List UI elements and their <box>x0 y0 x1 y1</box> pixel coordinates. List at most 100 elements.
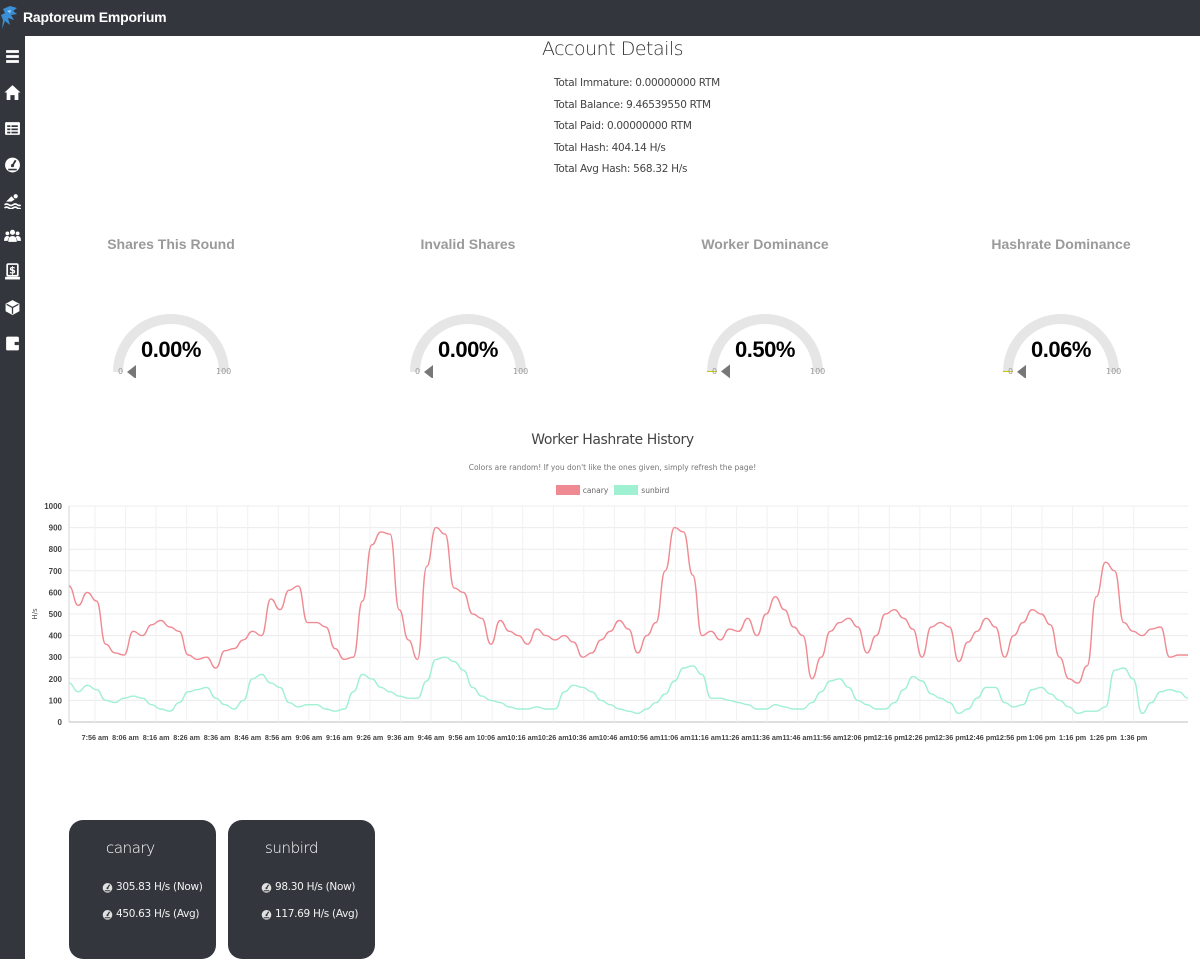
gauge-value: 0.00% <box>141 337 201 362</box>
gauge-value: 0.50% <box>735 337 795 362</box>
users-icon <box>4 229 21 242</box>
worker-hashrate-avg: 117.69 H/s (Avg) <box>261 908 358 920</box>
y-tick-label: 700 <box>49 567 63 576</box>
wallet-icon <box>6 336 19 350</box>
legend-item-sunbird[interactable]: sunbird <box>614 485 669 495</box>
gauge-fill <box>1003 370 1014 372</box>
x-tick-label: 12:46 pm <box>965 733 996 742</box>
y-tick-label: 600 <box>49 588 63 597</box>
gauge-needle <box>127 365 136 378</box>
chart-subtitle: Colors are random! If you don't like the… <box>468 463 757 472</box>
dashboard-icon <box>102 882 113 893</box>
sidebar-item-home[interactable] <box>3 82 22 102</box>
app-title[interactable]: Raptoreum Emporium <box>23 9 167 25</box>
pool-icon <box>4 193 21 209</box>
y-tick-label: 500 <box>49 610 63 619</box>
sidebar-item-pools[interactable] <box>3 190 22 210</box>
gauge-needle <box>721 364 731 378</box>
dashboard-icon <box>102 909 113 920</box>
account-details-title: Account Details <box>541 38 684 60</box>
sidebar-item-miners[interactable] <box>3 225 22 245</box>
chart-legend: canary sunbird <box>25 485 1200 495</box>
gauge-min: 0 <box>712 367 718 376</box>
sidebar-item-menu[interactable] <box>3 46 22 66</box>
gauge-title: Invalid Shares <box>420 236 516 252</box>
legend-swatch-canary <box>555 485 580 495</box>
gauge-dial <box>707 314 823 378</box>
x-tick-label: 10:16 am <box>507 733 538 742</box>
x-tick-label: 8:06 am <box>112 733 139 742</box>
legend-item-canary[interactable]: canary <box>555 485 609 495</box>
y-tick-label: 400 <box>49 632 63 641</box>
x-tick-label: 12:36 pm <box>935 733 966 742</box>
x-tick-label: 9:06 am <box>295 733 322 742</box>
gauge-min: 0 <box>118 367 124 376</box>
sidebar-item-payments[interactable]: $ <box>3 261 22 281</box>
worker-hashrate-now-value: 305.83 H/s (Now) <box>116 881 203 893</box>
gauge-dial <box>410 314 526 378</box>
x-tick-label: 11:46 am <box>782 733 812 742</box>
gauge-min: 0 <box>415 367 421 376</box>
x-tick-label: 10:26 am <box>538 733 569 742</box>
y-tick-label: 200 <box>49 675 63 684</box>
gauge-max: 100 <box>513 367 529 376</box>
x-tick-label: 1:16 pm <box>1059 733 1086 742</box>
y-tick-label: 800 <box>49 545 63 554</box>
x-tick-label: 10:56 am <box>630 733 661 742</box>
sidebar-item-dashboard[interactable] <box>3 154 22 174</box>
worker-hashrate-now: 98.30 H/s (Now) <box>261 881 356 893</box>
gauge-max: 100 <box>216 367 232 376</box>
sidebar-item-blocks[interactable] <box>3 297 22 317</box>
x-tick-label: 12:26 pm <box>904 733 935 742</box>
gauge-fill <box>707 370 718 372</box>
x-tick-label: 12:06 pm <box>843 733 874 742</box>
series-line-canary <box>68 526 1188 684</box>
gauge-dial <box>113 314 229 378</box>
sidebar-item-wallet[interactable] <box>3 333 22 353</box>
total-balance: Total Balance: 9.46539550 RTM <box>554 98 711 111</box>
sidebar: $ <box>0 36 25 959</box>
x-tick-label: 8:16 am <box>143 733 170 742</box>
gauge-title: Shares This Round <box>107 236 235 252</box>
main-content: Account Details Total Immature: 0.000000… <box>25 36 1200 959</box>
y-tick-label: 0 <box>58 718 63 727</box>
gauge-worker-dominance: Worker Dominance 0.50% 0 100 <box>645 236 885 396</box>
x-tick-label: 11:36 am <box>752 733 782 742</box>
gauge-dial <box>1003 314 1119 378</box>
x-tick-label: 1:36 pm <box>1120 733 1147 742</box>
hashrate-history-chart[interactable]: 0 100 200 300 400 500 600 700 800 900 1000 H/s 7:56 … <box>25 496 1200 756</box>
y-tick-label: 1000 <box>44 502 62 511</box>
x-tick-label: 12:16 pm <box>874 733 905 742</box>
account-summary: Total Immature: 0.00000000 RTM Total Bal… <box>554 77 720 185</box>
x-tick-label: 10:46 am <box>599 733 630 742</box>
x-tick-label: 10:36 am <box>568 733 599 742</box>
x-tick-label: 11:06 am <box>660 733 690 742</box>
gauge-track <box>1003 314 1119 372</box>
worker-card-canary[interactable]: canary 305.83 H/s (Now) 450.63 H/s (Avg) <box>69 820 216 959</box>
legend-label-sunbird: sunbird <box>641 485 670 495</box>
chart-title: Worker Hashrate History <box>531 432 694 448</box>
sidebar-item-stats[interactable] <box>3 118 22 138</box>
x-tick-label: 1:26 pm <box>1090 733 1117 742</box>
worker-hashrate-now-value: 98.30 H/s (Now) <box>275 881 356 893</box>
x-tick-label: 8:36 am <box>204 733 231 742</box>
x-tick-label: 9:56 am <box>448 733 475 742</box>
worker-card-sunbird[interactable]: sunbird 98.30 H/s (Now) 117.69 H/s (Avg) <box>228 820 375 959</box>
x-tick-label: 8:56 am <box>265 733 292 742</box>
x-tick-label: 9:36 am <box>387 733 414 742</box>
gauge-min: 0 <box>1008 367 1014 376</box>
y-tick-label: 900 <box>49 524 63 533</box>
y-tick-label: 100 <box>49 696 63 705</box>
total-hash: Total Hash: 404.14 H/s <box>554 141 666 154</box>
x-tick-label: 7:56 am <box>82 733 109 742</box>
dashboard-icon <box>261 882 272 893</box>
raptor-logo-icon[interactable] <box>1 5 19 31</box>
gauge-title: Hashrate Dominance <box>991 236 1131 252</box>
legend-label-canary: canary <box>582 485 609 495</box>
x-tick-label: 10:06 am <box>477 733 508 742</box>
gauge-value: 0.06% <box>1031 337 1091 362</box>
worker-hashrate-avg-value: 450.63 H/s (Avg) <box>116 908 200 920</box>
total-avg-hash: Total Avg Hash: 568.32 H/s <box>554 163 688 175</box>
series-line-sunbird <box>68 656 1189 715</box>
y-axis-label: H/s <box>31 608 39 620</box>
